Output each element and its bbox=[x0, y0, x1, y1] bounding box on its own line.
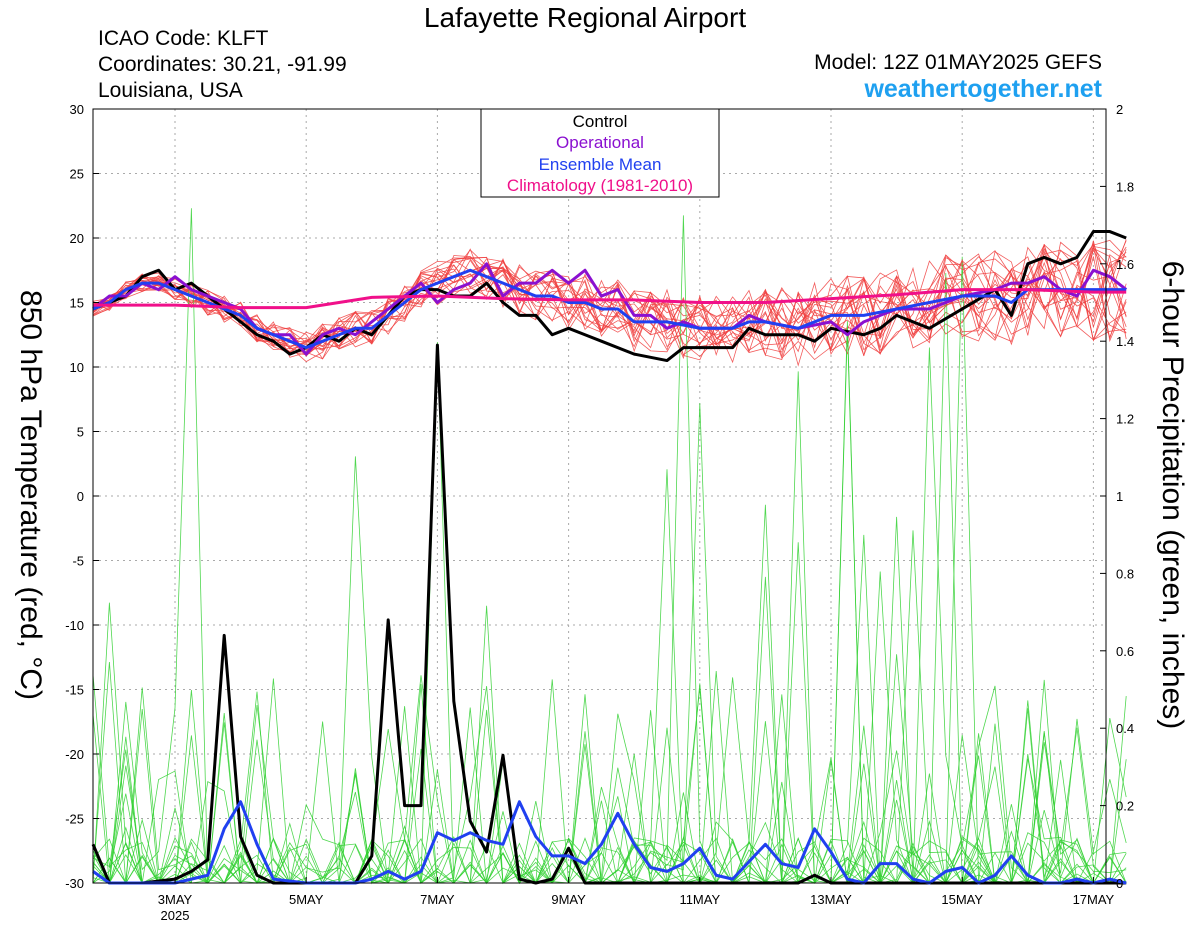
temp-member-line bbox=[92, 243, 1127, 356]
x-tick-label: 17MAY bbox=[1073, 892, 1115, 907]
model-run: Model: 12Z 01MAY2025 GEFS bbox=[814, 51, 1102, 74]
legend-climatology: Climatology (1981-2010) bbox=[507, 176, 693, 195]
y-tick-label-left: -15 bbox=[65, 683, 84, 698]
x-tick-label: 9MAY bbox=[551, 892, 586, 907]
y-tick-label-right: 0.2 bbox=[1116, 799, 1134, 814]
x-tick-label: 7MAY bbox=[420, 892, 455, 907]
y-tick-label-left: -25 bbox=[65, 812, 84, 827]
legend-operational: Operational bbox=[556, 133, 644, 152]
y-tick-label-right: 1.2 bbox=[1116, 412, 1134, 427]
location: Louisiana, USA bbox=[98, 79, 243, 102]
gridlines bbox=[93, 109, 1106, 883]
x-tick-label: 5MAY bbox=[289, 892, 324, 907]
y-tick-label-right: 1 bbox=[1116, 489, 1123, 504]
precip-member-line bbox=[92, 571, 1127, 885]
x-tick-label: 3MAY bbox=[158, 892, 193, 907]
legend: Control Operational Ensemble Mean Climat… bbox=[480, 108, 720, 198]
y-tick-label-left: -30 bbox=[65, 876, 84, 891]
x-tick-sublabel: 2025 bbox=[161, 908, 190, 923]
website-link[interactable]: weathertogether.net bbox=[864, 75, 1102, 103]
y-axis-left-ticks: 30 25 20 15 10 5 0 -5 -10 -15 -20 -25 -30 bbox=[65, 102, 99, 891]
y-axis-right-ticks: 2 1.8 1.6 1.4 1.2 1 0.8 0.6 0.4 0.2 0 bbox=[1100, 102, 1134, 891]
temp-line-ensemble-mean bbox=[92, 268, 1127, 350]
temp-line-operational bbox=[92, 262, 1128, 356]
y-tick-label-right: 0.6 bbox=[1116, 644, 1134, 659]
y-tick-label-left: 15 bbox=[70, 296, 84, 311]
chart-title: Lafayette Regional Airport bbox=[423, 2, 747, 33]
y-tick-label-left: 30 bbox=[70, 102, 84, 117]
legend-box bbox=[480, 108, 720, 198]
y-tick-label-left: 0 bbox=[77, 489, 84, 504]
y-tick-label-right: 0.8 bbox=[1116, 566, 1134, 581]
y-tick-label-right: 0.4 bbox=[1116, 721, 1134, 736]
y-tick-label-left: 25 bbox=[70, 167, 84, 182]
y-tick-label-left: -10 bbox=[65, 618, 84, 633]
temp-line-climatology-1981-2010- bbox=[93, 288, 1127, 310]
coordinates: Coordinates: 30.21, -91.99 bbox=[98, 53, 347, 76]
y-axis-right-label: 6-hour Precipitation (green, inches) bbox=[1156, 260, 1189, 730]
legend-ensemble-mean: Ensemble Mean bbox=[539, 155, 662, 174]
temp-line-control bbox=[92, 230, 1127, 363]
x-tick-label: 11MAY bbox=[679, 892, 720, 907]
precip-member-line bbox=[92, 256, 1127, 885]
y-tick-label-left: 20 bbox=[70, 231, 84, 246]
y-tick-label-left: 10 bbox=[70, 360, 84, 375]
y-tick-label-right: 2 bbox=[1116, 102, 1123, 117]
icao-code: ICAO Code: KLFT bbox=[98, 27, 269, 50]
x-tick-label: 15MAY bbox=[941, 892, 983, 907]
y-tick-label-left: -5 bbox=[72, 554, 84, 569]
y-tick-label-left: 5 bbox=[77, 425, 84, 440]
y-tick-label-right: 0 bbox=[1116, 876, 1123, 891]
data-series bbox=[91, 230, 1128, 885]
y-axis-left-label: 850 hPa Temperature (red, °C) bbox=[14, 290, 47, 700]
y-tick-label-right: 1.8 bbox=[1116, 179, 1134, 194]
y-tick-label-right: 1.4 bbox=[1116, 334, 1134, 349]
temp-member-line bbox=[92, 248, 1127, 355]
y-tick-label-right: 1.6 bbox=[1116, 257, 1134, 272]
temp-member-line bbox=[92, 251, 1127, 351]
legend-control: Control bbox=[573, 112, 628, 131]
x-tick-label: 13MAY bbox=[810, 892, 852, 907]
y-tick-label-left: -20 bbox=[65, 747, 84, 762]
temp-member-line bbox=[92, 249, 1127, 355]
temp-member-line bbox=[92, 244, 1127, 360]
